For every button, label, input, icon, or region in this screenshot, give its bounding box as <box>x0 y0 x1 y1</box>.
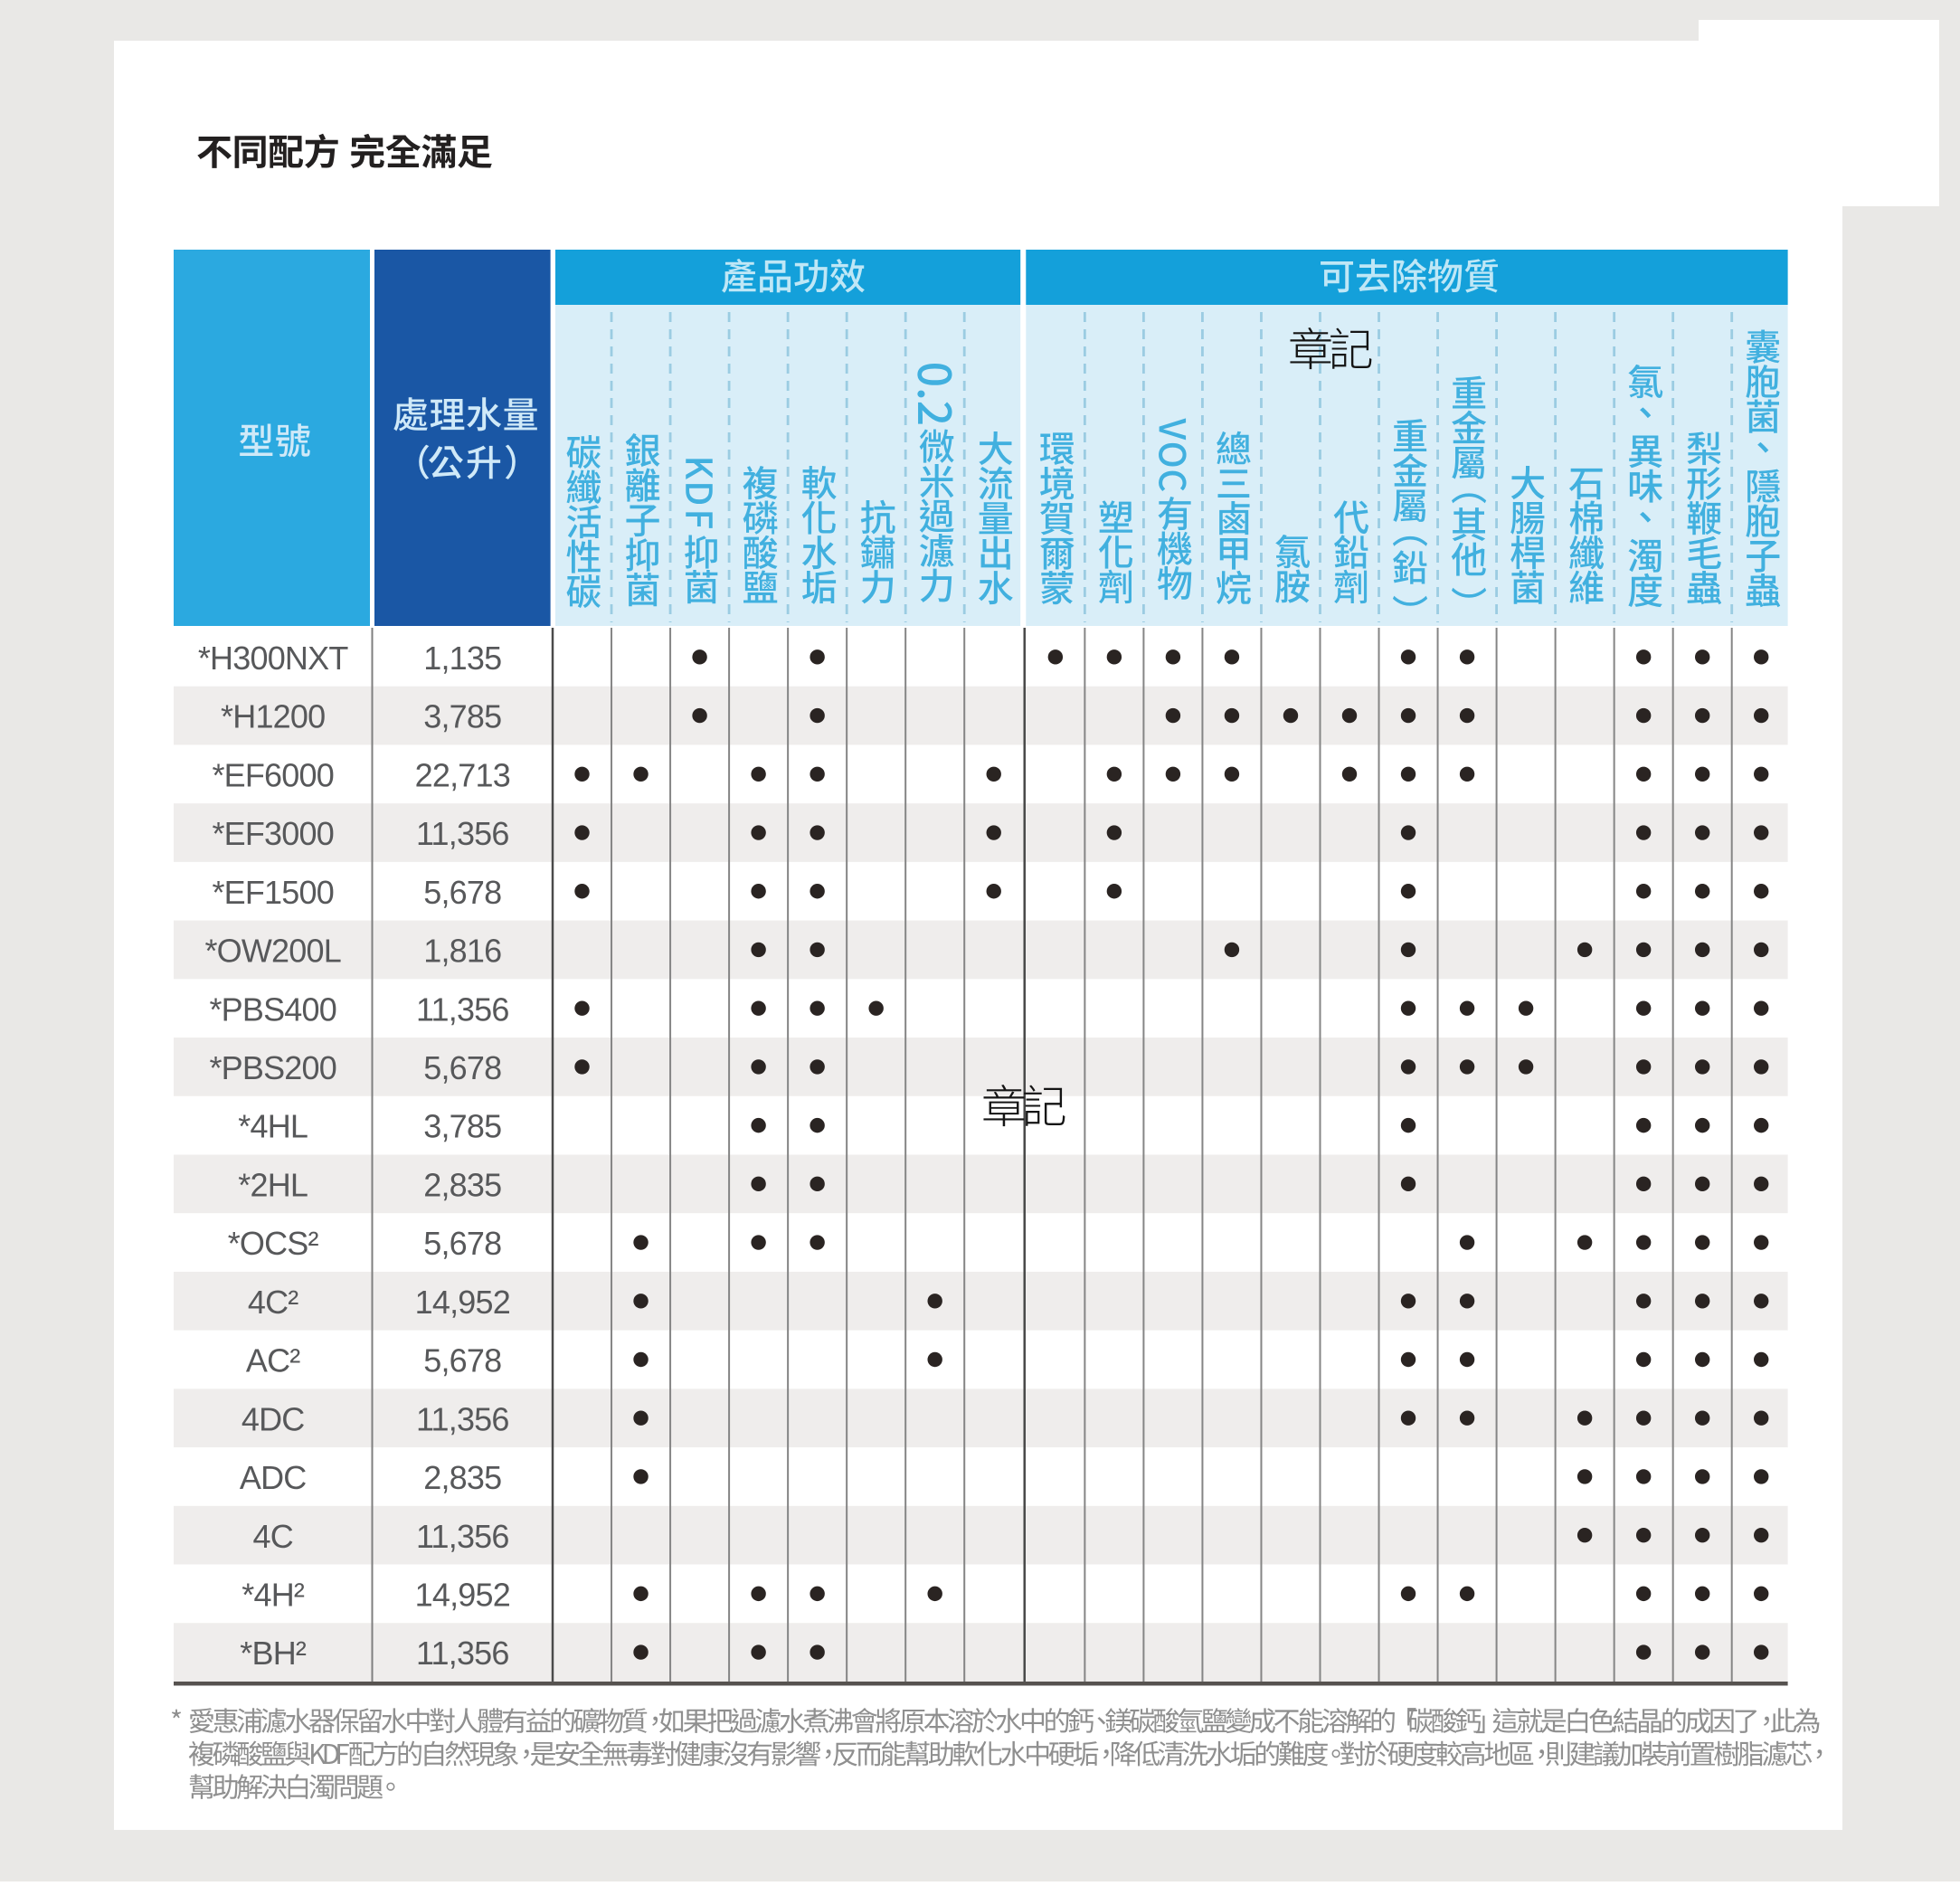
svg-text:4DC: 4DC <box>241 1400 305 1437</box>
svg-text:*PBS200: *PBS200 <box>209 1049 336 1086</box>
svg-text:*4H²: *4H² <box>241 1576 305 1613</box>
svg-text:11,356: 11,356 <box>416 815 509 852</box>
svg-text:11,356: 11,356 <box>416 990 509 1028</box>
svg-text:*2HL: *2HL <box>238 1166 308 1203</box>
svg-text:3,785: 3,785 <box>423 698 501 735</box>
svg-text:1,135: 1,135 <box>423 640 501 677</box>
svg-text:AC²: AC² <box>246 1342 300 1379</box>
svg-text:2,835: 2,835 <box>423 1166 501 1203</box>
svg-text:*BH²: *BH² <box>240 1635 307 1672</box>
svg-text:11,356: 11,356 <box>416 1635 509 1672</box>
svg-text:11,356: 11,356 <box>416 1518 509 1555</box>
svg-text:5,678: 5,678 <box>423 1342 501 1379</box>
svg-text:2,835: 2,835 <box>423 1459 501 1496</box>
svg-text:*EF1500: *EF1500 <box>212 874 334 911</box>
svg-text:5,678: 5,678 <box>423 874 501 911</box>
svg-text:1,816: 1,816 <box>423 933 501 970</box>
svg-text:*OCS²: *OCS² <box>228 1225 319 1262</box>
svg-text:*4HL: *4HL <box>238 1108 308 1145</box>
svg-text:5,678: 5,678 <box>423 1225 501 1262</box>
svg-text:5,678: 5,678 <box>423 1049 501 1086</box>
svg-text:*H300NXT: *H300NXT <box>198 640 348 677</box>
svg-text:*EF3000: *EF3000 <box>212 815 334 852</box>
svg-text:14,952: 14,952 <box>415 1284 510 1321</box>
svg-text:*OW200L: *OW200L <box>204 933 340 970</box>
svg-text:14,952: 14,952 <box>415 1576 510 1613</box>
svg-text:22,713: 22,713 <box>415 756 510 793</box>
svg-text:4C: 4C <box>252 1518 292 1555</box>
svg-text:11,356: 11,356 <box>416 1400 509 1437</box>
svg-text:3,785: 3,785 <box>423 1108 501 1145</box>
svg-text:*EF6000: *EF6000 <box>212 756 334 793</box>
svg-text:4C²: 4C² <box>248 1284 298 1321</box>
svg-text:ADC: ADC <box>240 1459 307 1496</box>
svg-text:*H1200: *H1200 <box>221 698 325 735</box>
svg-text:*PBS400: *PBS400 <box>209 990 336 1028</box>
